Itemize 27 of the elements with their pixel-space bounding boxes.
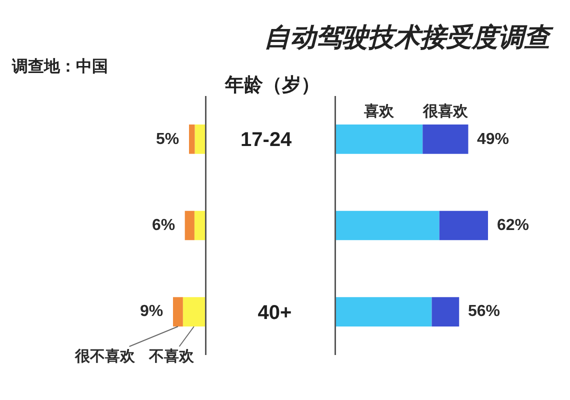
bar xyxy=(182,297,205,327)
y-axis-title: 年龄（岁） xyxy=(224,75,320,96)
text: 很不喜欢 xyxy=(74,348,136,365)
bar xyxy=(422,124,468,154)
bar xyxy=(194,124,205,154)
bar xyxy=(336,124,423,154)
chart-title: 调查地：中国 xyxy=(11,58,108,76)
bar xyxy=(184,210,194,240)
bar xyxy=(336,297,432,327)
annotation: 49% xyxy=(477,131,510,148)
chart-title: 自动驾驶技术接受度调查 xyxy=(264,22,554,52)
series-label: 不喜欢 xyxy=(148,348,195,365)
annotation: 56% xyxy=(468,303,500,320)
annotation: 6% xyxy=(152,217,176,234)
text: 62% xyxy=(497,217,530,234)
bar xyxy=(189,124,195,154)
y-tick-label: 17-24 xyxy=(240,129,293,152)
annotation: 5% xyxy=(156,131,180,148)
bar xyxy=(336,210,440,240)
series-label: 很喜欢 xyxy=(422,103,469,120)
bar xyxy=(194,210,205,240)
text: 9% xyxy=(140,303,164,320)
series-label: 喜欢 xyxy=(363,103,395,120)
bar xyxy=(439,210,488,240)
bar xyxy=(432,297,460,327)
y-tick-label: 40+ xyxy=(258,302,292,324)
bar xyxy=(173,297,183,327)
